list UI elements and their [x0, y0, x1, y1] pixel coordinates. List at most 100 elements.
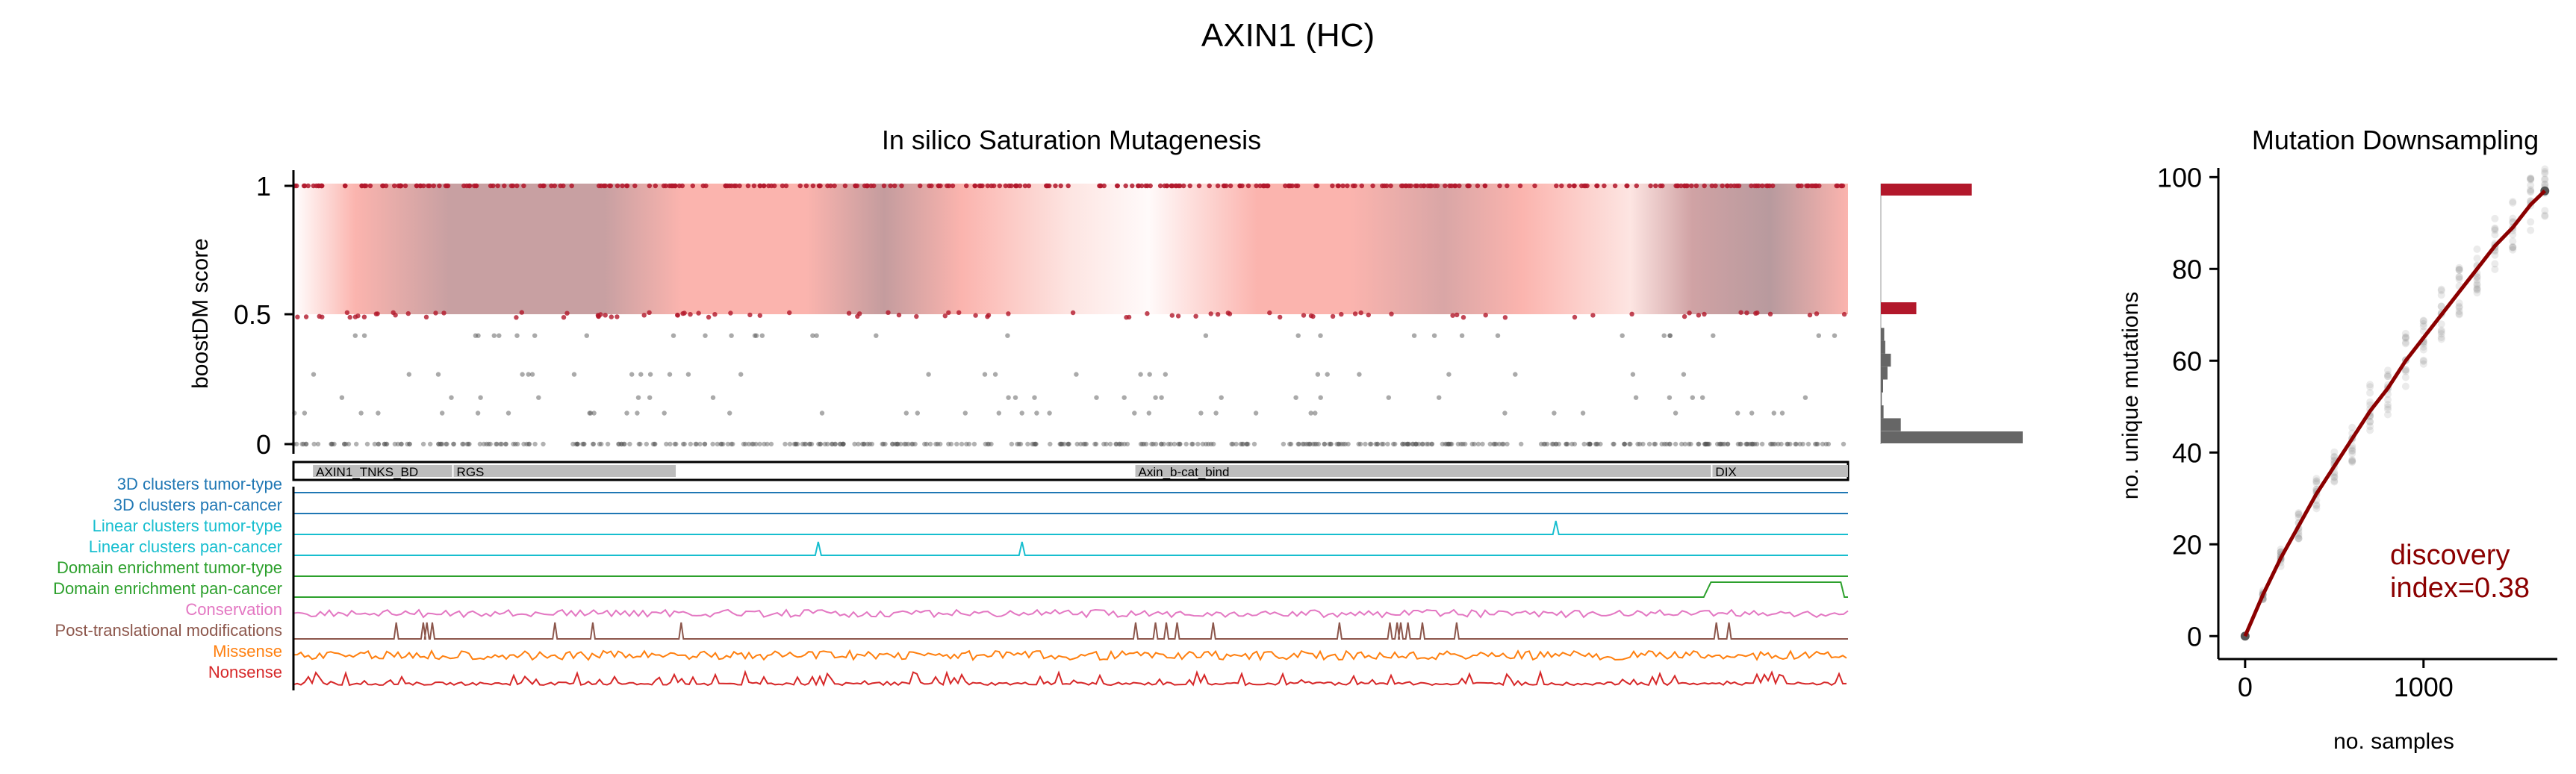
track-labels: 3D clusters tumor-type 3D clusters pan-ca…: [53, 475, 282, 681]
mutation-point: [1033, 441, 1038, 447]
mutation-point: [865, 441, 871, 447]
mutation-point: [1553, 441, 1558, 447]
mutation-point: [667, 372, 673, 377]
mutation-point: [1813, 441, 1818, 447]
mutation-point: [980, 183, 985, 189]
mutation-point: [406, 372, 411, 377]
mutation-point: [1229, 441, 1234, 447]
mutation-point: [433, 310, 438, 316]
mutation-point: [787, 310, 792, 316]
mutation-point: [1402, 441, 1407, 447]
mutation-point: [1363, 441, 1368, 447]
mutation-point: [1148, 183, 1153, 189]
mutation-point: [376, 441, 381, 447]
mutation-point: [1785, 441, 1791, 447]
mutation-point: [1475, 441, 1481, 447]
mutation-point: [1358, 310, 1363, 316]
ds-y-tick-label: 0: [2187, 621, 2202, 652]
mutation-point: [814, 333, 819, 338]
mutation-point: [526, 441, 532, 447]
mutation-point: [532, 333, 538, 338]
mutation-point: [407, 441, 412, 447]
mutation-point: [1834, 183, 1839, 189]
mutation-point: [1288, 441, 1294, 447]
sample-point: [2295, 511, 2303, 518]
mutation-point: [1012, 395, 1018, 400]
sample-point: [2473, 273, 2481, 281]
mutation-point: [1779, 411, 1785, 416]
mutation-point: [449, 395, 454, 400]
mutation-point: [1094, 395, 1099, 400]
mutation-point: [619, 441, 624, 447]
mutation-point: [1752, 183, 1758, 189]
discovery-index-line2: index=0.38: [2390, 572, 2530, 604]
mutation-point: [1400, 441, 1405, 447]
mutation-point: [1074, 441, 1080, 447]
mutation-point: [1564, 441, 1569, 447]
mutation-point: [591, 411, 597, 416]
mutation-point: [1104, 441, 1109, 447]
mutation-point: [1033, 441, 1038, 447]
mutation-point: [697, 441, 703, 447]
sample-point: [2455, 265, 2463, 273]
mutation-point: [1735, 441, 1741, 447]
track-label: Linear clusters tumor-type: [93, 516, 282, 535]
sample-point: [2541, 175, 2549, 183]
sample-point: [2491, 224, 2499, 232]
sample-point: [2437, 335, 2445, 343]
histogram-bar: [1881, 405, 1884, 419]
mutation-point: [830, 441, 835, 447]
mutation-point: [581, 441, 586, 447]
mutation-point: [818, 183, 823, 189]
mutation-point: [1031, 441, 1036, 447]
sample-point: [2509, 243, 2517, 252]
mutation-point: [664, 441, 669, 447]
mutation-point: [1138, 372, 1143, 377]
mutation-point: [444, 441, 449, 447]
sample-point: [2348, 458, 2356, 466]
histogram-bar: [1881, 418, 1901, 431]
mutation-point: [1580, 411, 1586, 416]
mutation-point: [780, 183, 785, 189]
mutation-point: [1146, 411, 1152, 416]
mutation-point: [1448, 441, 1454, 447]
mutation-point: [1283, 183, 1288, 189]
mutation-point: [1832, 333, 1838, 338]
track-line: [293, 541, 1848, 556]
track-line: [293, 581, 1848, 598]
mutation-point: [1083, 441, 1089, 447]
mutation-point: [793, 441, 799, 447]
mutation-point: [1139, 441, 1145, 447]
downsampling-panel: Mutation Downsampling no. unique mutatio…: [2118, 125, 2557, 754]
mutation-point: [1308, 411, 1313, 416]
mutation-point: [1458, 441, 1463, 447]
mutation-point: [696, 310, 701, 316]
sample-point: [2437, 326, 2445, 334]
mutation-point: [1770, 441, 1776, 447]
mutation-point: [1767, 183, 1772, 189]
mutation-point: [1385, 441, 1390, 447]
mutation-point: [541, 441, 546, 447]
sample-point: [2527, 226, 2535, 234]
mutation-point: [1015, 441, 1020, 447]
mutation-point: [362, 183, 367, 189]
mutation-point: [1799, 183, 1804, 189]
mutation-point: [721, 441, 726, 447]
mutation-point: [1419, 441, 1425, 447]
sample-point: [2491, 214, 2499, 222]
sample-point: [2473, 276, 2481, 284]
mutation-point: [595, 313, 601, 318]
sample-point: [2366, 418, 2374, 425]
mutation-point: [295, 314, 300, 319]
mutation-point: [1113, 441, 1119, 447]
mutation-point: [1405, 441, 1410, 447]
mutation-point: [1124, 441, 1130, 447]
mutation-point: [1336, 183, 1341, 189]
mutation-point: [1755, 310, 1760, 316]
sample-point: [2384, 396, 2392, 404]
sample-point: [2312, 477, 2321, 485]
mutation-point: [1629, 311, 1634, 316]
sample-point: [2437, 330, 2445, 338]
mutation-point: [1375, 441, 1380, 447]
